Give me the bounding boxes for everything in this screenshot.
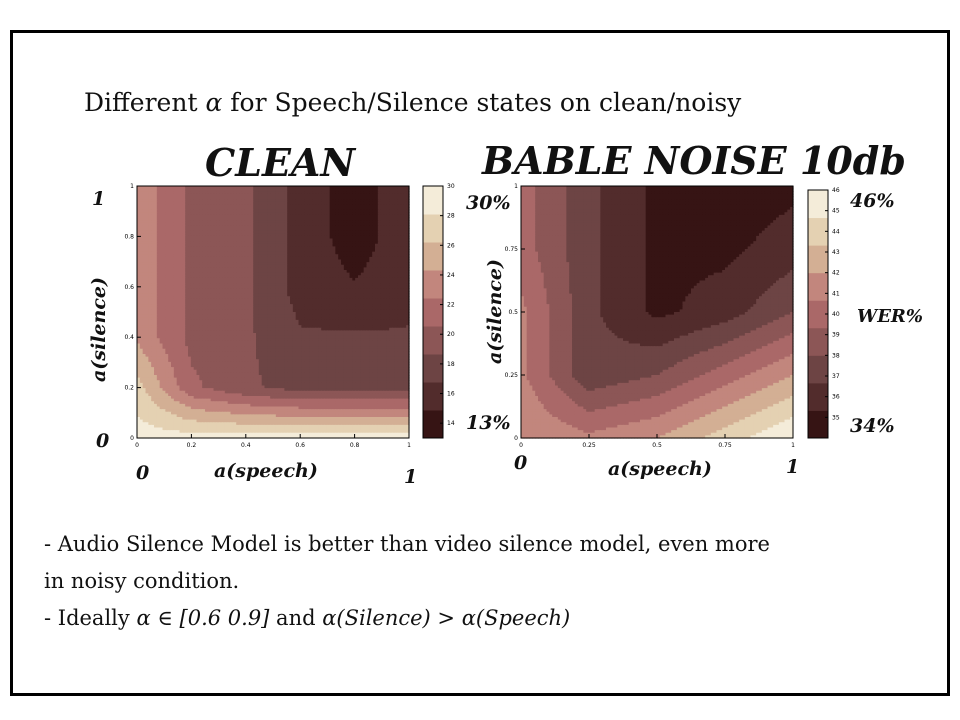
- colorbar-tick-label: 30: [447, 183, 455, 190]
- clean-plot-title: CLEAN: [205, 140, 356, 185]
- x-tick-label: 1: [791, 442, 795, 449]
- colorbar-tick-label: 38: [832, 352, 840, 359]
- y-tick-label: 1: [514, 183, 518, 190]
- colorbar-2: [808, 190, 828, 439]
- colorbar-tick-label: 20: [447, 331, 455, 338]
- clean-y-min-label: 0: [96, 430, 110, 452]
- colorbar-tick-label: 26: [447, 242, 455, 249]
- y-tick-label: 0.8: [124, 233, 134, 240]
- colorbar-tick-label: 41: [832, 290, 840, 297]
- y-tick-label: 0.75: [505, 246, 519, 253]
- y-tick-label: 0: [130, 435, 134, 442]
- colorbar-tick-label: 35: [832, 414, 840, 421]
- x-tick-label: 0.4: [241, 442, 251, 449]
- slide-title: Different α for Speech/Silence states on…: [84, 88, 742, 117]
- colorbar-tick-label: 36: [832, 394, 840, 401]
- plot-border-1: [136, 185, 410, 439]
- clean-colorbar-min-label: 13%: [466, 412, 511, 434]
- noise-plot-title: BABLE NOISE 10db: [482, 138, 906, 183]
- clean-x-min-label: 0: [136, 462, 150, 484]
- noise-x-max-label: 1: [786, 456, 800, 478]
- x-tick-label: 0: [519, 442, 523, 449]
- y-tick-label: 0: [514, 435, 518, 442]
- x-tick-label: 0: [135, 442, 139, 449]
- bullet-1: - Audio Silence Model is better than vid…: [44, 532, 770, 556]
- y-tick-label: 0.25: [505, 372, 519, 379]
- colorbar-tick-label: 16: [447, 391, 455, 398]
- noise-x-min-label: 0: [514, 452, 528, 474]
- colorbar-tick-label: 28: [447, 213, 455, 220]
- contour-plot-2: [521, 186, 794, 439]
- colorbar-tick-label: 40: [832, 311, 840, 318]
- colorbar-tick-label: 14: [447, 420, 455, 427]
- x-tick-label: 1: [407, 442, 411, 449]
- y-tick-label: 0.6: [124, 284, 134, 291]
- bullet-2: in noisy condition.: [44, 569, 240, 593]
- colorbar-tick-label: 24: [447, 272, 455, 279]
- clean-xlabel: a(speech): [214, 460, 318, 482]
- y-tick-label: 0.5: [508, 309, 518, 316]
- colorbar-tick-label: 42: [832, 270, 840, 277]
- bullet-3: - Ideally α ∈ [0.6 0.9] and α(Silence) >…: [44, 606, 571, 630]
- colorbar-tick-label: 45: [832, 208, 840, 215]
- x-tick-label: 0.5: [652, 442, 662, 449]
- colorbar-tick-label: 37: [832, 373, 840, 380]
- x-tick-label: 0.75: [718, 442, 732, 449]
- colorbar-tick-label: 18: [447, 361, 455, 368]
- y-tick-label: 0.2: [124, 385, 134, 392]
- x-tick-label: 0.2: [187, 442, 197, 449]
- colorbar-border-1: [422, 185, 444, 439]
- noise-colorbar-max-label: 46%: [850, 190, 895, 212]
- colorbar-tick-label: 44: [832, 228, 840, 235]
- x-tick-label: 0.8: [350, 442, 360, 449]
- bullet-list: - Audio Silence Model is better than vid…: [44, 526, 770, 637]
- colorbar-tick-label: 22: [447, 302, 455, 309]
- colorbar-tick-label: 46: [832, 187, 840, 194]
- y-tick-label: 0.4: [124, 334, 134, 341]
- y-tick-label: 1: [130, 183, 134, 190]
- x-tick-label: 0.25: [582, 442, 596, 449]
- noise-colorbar-min-label: 34%: [850, 415, 895, 437]
- x-tick-label: 0.6: [295, 442, 305, 449]
- contour-plot-1: [137, 186, 410, 439]
- clean-colorbar-max-label: 30%: [466, 192, 511, 214]
- noise-xlabel: a(speech): [608, 458, 712, 480]
- colorbar-1: [423, 186, 443, 439]
- clean-y-max-label: 1: [92, 188, 106, 210]
- slide-frame: [10, 30, 950, 696]
- colorbar-tick-label: 43: [832, 249, 840, 256]
- clean-x-max-label: 1: [404, 466, 418, 488]
- colorbar-tick-label: 39: [832, 332, 840, 339]
- noise-colorbar-unit: WER%: [857, 306, 923, 327]
